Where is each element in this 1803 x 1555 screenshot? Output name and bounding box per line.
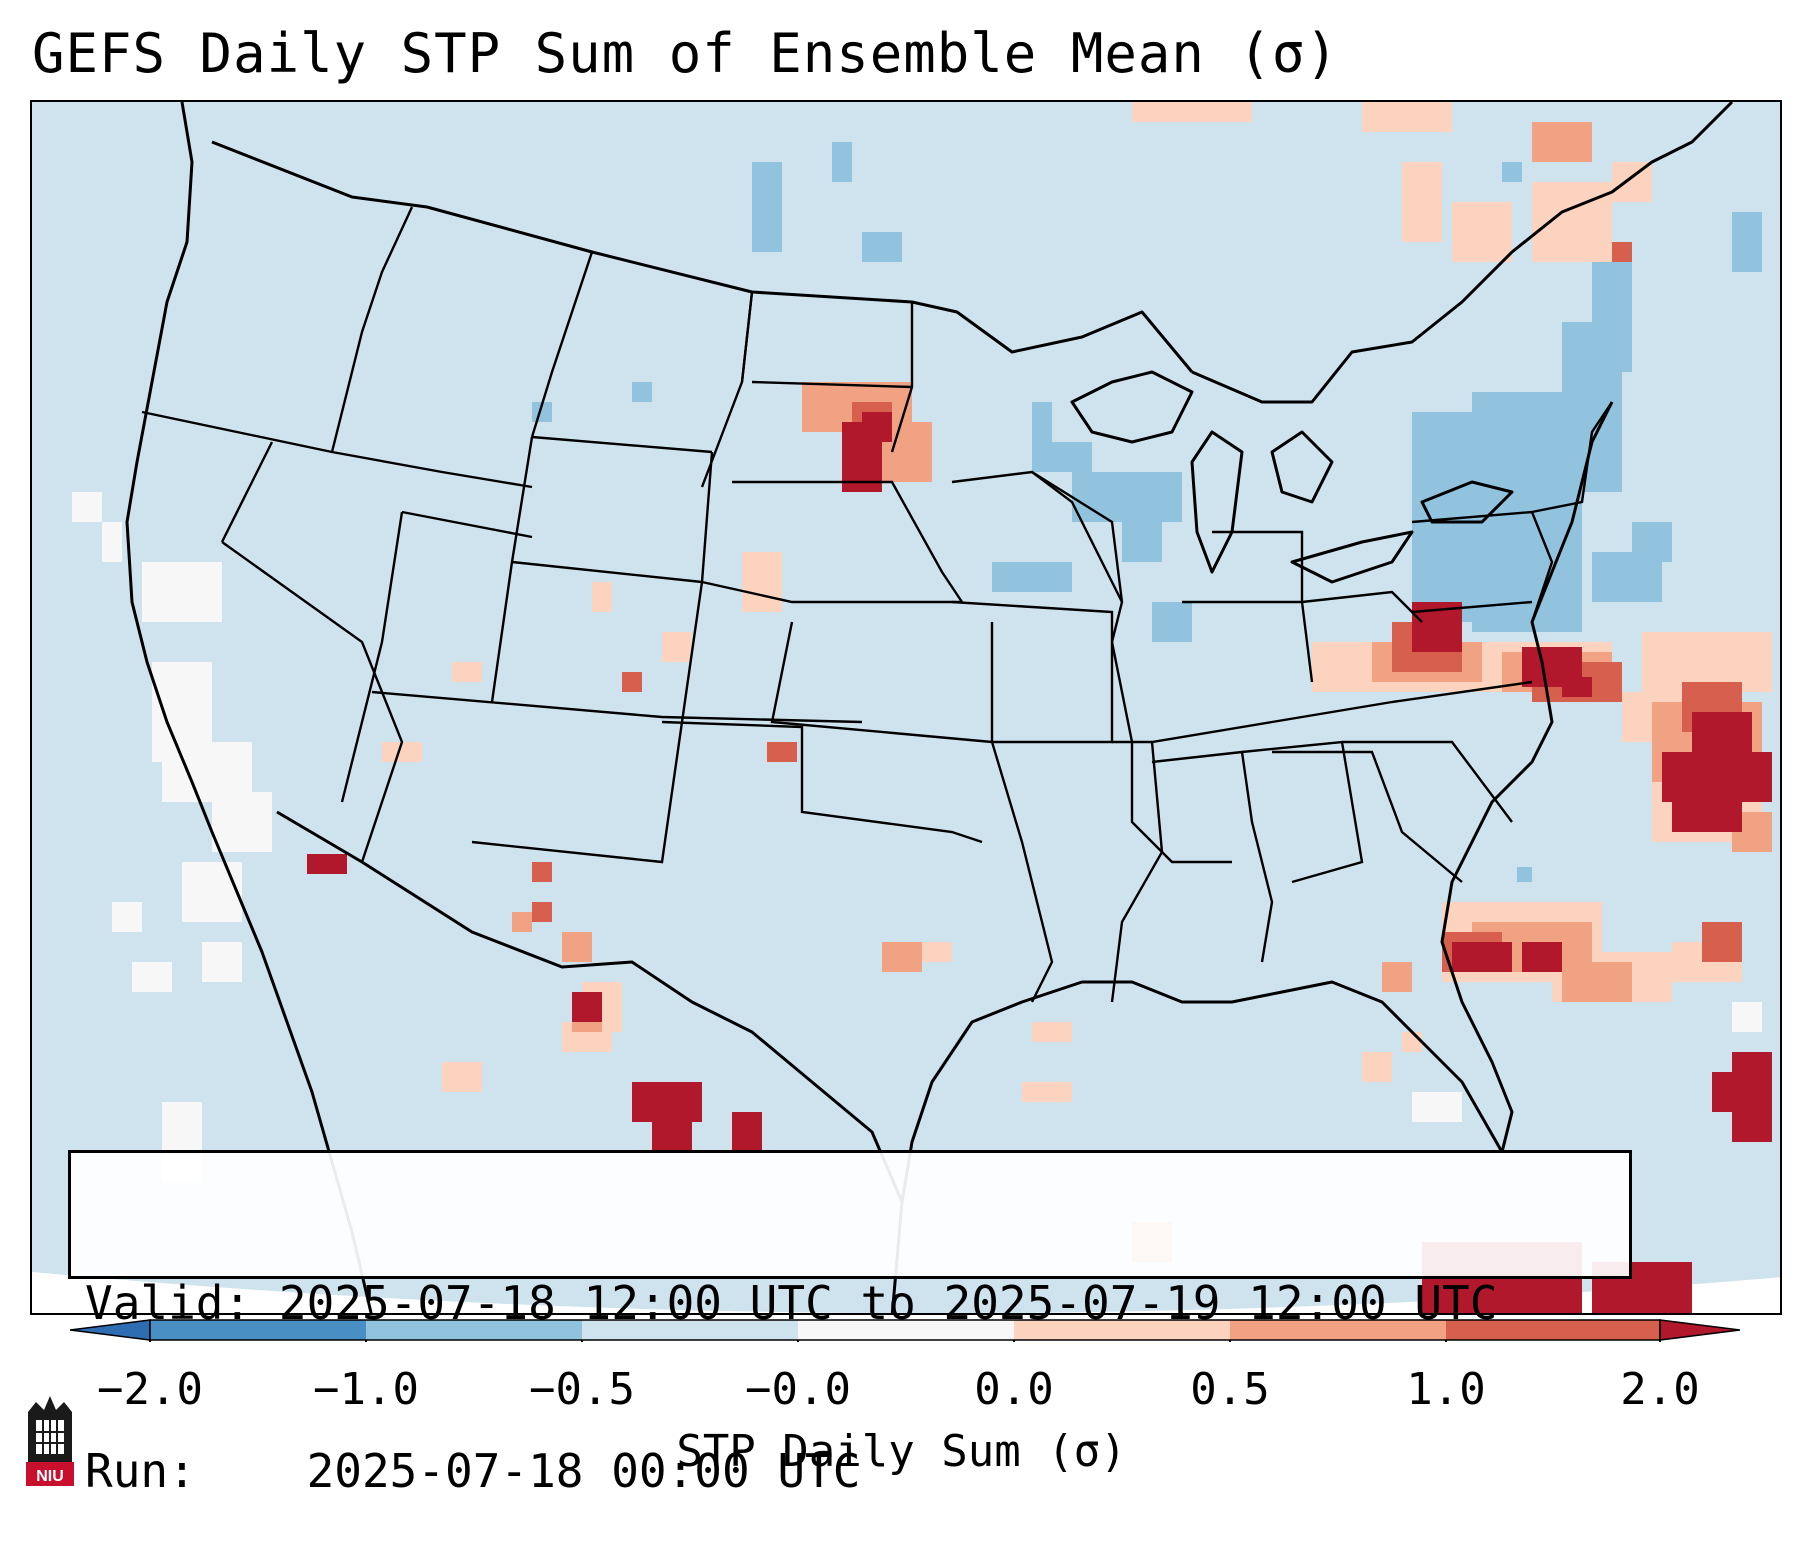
colorbar-bin-1 bbox=[150, 1320, 366, 1340]
colorbar-bin-6 bbox=[1230, 1320, 1446, 1340]
colorbar-tick-label: −2.0 bbox=[97, 1364, 203, 1415]
near-zero-cells bbox=[72, 492, 1762, 1182]
projection-edge-right bbox=[1772, 102, 1780, 1277]
chart-title: GEFS Daily STP Sum of Ensemble Mean (σ) bbox=[32, 22, 1339, 85]
run-label: Run: bbox=[85, 1444, 196, 1498]
colorbar-tick-label: 0.0 bbox=[974, 1364, 1054, 1415]
colorbar-bin-7 bbox=[1446, 1320, 1660, 1340]
negative-anomaly-cells bbox=[532, 142, 1762, 882]
colorbar-tick-label: 1.0 bbox=[1406, 1364, 1486, 1415]
boundaries bbox=[125, 102, 1734, 1313]
colorbar-tick-label: −1.0 bbox=[313, 1364, 419, 1415]
logo-text: NIU bbox=[36, 1468, 64, 1485]
colorbar-tick-label: 2.0 bbox=[1620, 1364, 1700, 1415]
colorbar-tick-label: −0.5 bbox=[529, 1364, 635, 1415]
colorbar bbox=[70, 1319, 1740, 1342]
colorbar-ticks bbox=[149, 1340, 1661, 1342]
map-svg bbox=[32, 102, 1780, 1313]
colorbar-over-extend bbox=[1659, 1319, 1740, 1341]
colorbar-tick-label: −0.0 bbox=[745, 1364, 851, 1415]
projection-edge-bottom bbox=[32, 1272, 1780, 1313]
run-line: Run: 2025-07-18 00:00 UTC bbox=[85, 1443, 1613, 1499]
colorbar-bin-5 bbox=[1014, 1320, 1230, 1340]
colorbar-under-extend bbox=[70, 1319, 151, 1341]
niu-logo-icon: NIU bbox=[26, 1396, 74, 1486]
colorbar-outline bbox=[149, 1319, 1661, 1341]
map-panel bbox=[30, 100, 1782, 1315]
colorbar-bin-3 bbox=[582, 1320, 798, 1340]
positive-extreme-cells bbox=[307, 412, 1772, 1313]
colorbar-bin-4 bbox=[798, 1320, 1014, 1340]
valid-run-info-box: Valid: 2025-07-18 12:00 UTC to 2025-07-1… bbox=[68, 1150, 1632, 1498]
state-borders bbox=[141, 206, 1613, 1003]
colorbar-bin-2 bbox=[366, 1320, 582, 1340]
run-value: 2025-07-18 00:00 UTC bbox=[306, 1444, 861, 1498]
colorbar-tick-label: 0.5 bbox=[1190, 1364, 1270, 1415]
colorbar-label: STP Daily Sum (σ) bbox=[676, 1426, 1127, 1477]
